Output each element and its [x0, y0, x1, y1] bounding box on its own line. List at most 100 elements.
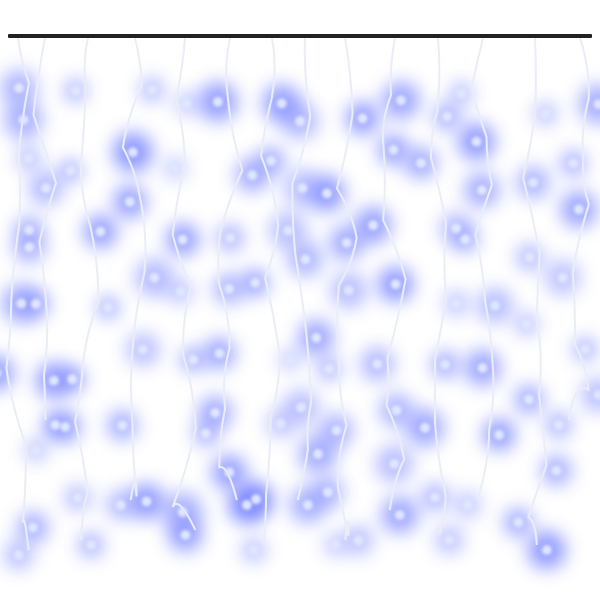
led-bulb — [181, 98, 192, 109]
led-bulb — [442, 111, 453, 122]
led-bulb — [13, 550, 24, 560]
led-bulb — [30, 445, 41, 456]
led-bulb — [214, 348, 225, 359]
led-bulb — [170, 163, 181, 174]
led-bulb — [353, 535, 364, 546]
led-bulb — [124, 196, 135, 207]
led-bulb — [324, 363, 335, 374]
led-bulb — [27, 522, 38, 533]
led-bulb — [147, 84, 158, 95]
led-bulb — [296, 402, 307, 413]
led-bulb — [593, 389, 600, 400]
led-bulb — [368, 220, 379, 231]
led-bulb — [72, 492, 83, 503]
led-bulb — [330, 540, 341, 550]
led-bulb — [60, 421, 71, 432]
led-bulb — [212, 96, 223, 107]
led-bulb — [312, 448, 323, 459]
led-bulb — [295, 116, 306, 127]
strand-wire — [217, 37, 244, 501]
strand-wire — [335, 37, 358, 541]
led-bulb — [302, 500, 313, 510]
led-bulb — [395, 95, 406, 106]
led-bulb — [557, 272, 568, 283]
led-bulb — [540, 108, 551, 119]
led-bulb — [490, 300, 501, 311]
strand-wire — [470, 37, 495, 501]
led-bulb — [13, 83, 24, 94]
led-bulb — [224, 467, 235, 478]
led-bulb — [284, 354, 295, 365]
led-bulb — [390, 279, 401, 290]
led-bulb — [276, 98, 287, 109]
led-bulb — [357, 113, 368, 124]
strand-wire — [381, 37, 407, 511]
led-bulb — [247, 170, 258, 181]
led-bulb — [462, 500, 473, 510]
led-bulb — [70, 85, 81, 96]
led-bulb — [471, 136, 482, 147]
led-bulb — [341, 237, 352, 248]
led-bulb — [573, 204, 584, 215]
led-bulb — [175, 286, 186, 297]
led-bulb — [297, 183, 308, 194]
led-bulb — [95, 226, 106, 237]
led-bulb — [65, 165, 76, 176]
led-bulb — [419, 422, 430, 433]
led-bulb — [541, 545, 552, 555]
led-bulb — [24, 224, 35, 235]
led-bulb — [321, 188, 332, 199]
strand-wire — [5, 37, 30, 551]
strand-wire — [171, 37, 197, 531]
led-bulb — [86, 540, 97, 550]
strand-wire — [522, 37, 548, 546]
led-bulb — [451, 223, 462, 234]
led-bulb — [24, 242, 35, 253]
led-bulb — [117, 420, 128, 431]
led-bulb — [23, 153, 34, 164]
bulbs — [0, 83, 600, 560]
led-bulb — [67, 374, 78, 385]
led-bulb — [476, 185, 487, 196]
led-bulb — [0, 369, 2, 377]
strand-wire — [567, 37, 590, 421]
led-bulb — [41, 183, 52, 194]
led-bulb — [16, 298, 27, 309]
led-bulb — [177, 507, 188, 518]
strand-wire — [32, 37, 58, 421]
led-bulb — [551, 465, 562, 476]
led-bulb — [200, 428, 211, 439]
led-bulb — [331, 425, 342, 436]
led-bulb — [391, 405, 402, 416]
led-bulb — [394, 510, 405, 520]
led-bulb — [248, 545, 259, 555]
led-bulb — [224, 283, 235, 294]
led-bulb — [251, 494, 262, 505]
led-bulb — [456, 88, 467, 99]
led-bulb — [568, 158, 579, 169]
led-bulb — [430, 492, 441, 503]
led-bulb — [266, 155, 277, 166]
led-bulb — [103, 302, 114, 313]
led-bulb — [311, 332, 322, 343]
led-bulb — [250, 277, 261, 288]
led-bulb — [343, 285, 354, 296]
led-bulb — [275, 418, 286, 429]
led-bulb — [388, 144, 399, 155]
led-bulb — [444, 535, 455, 545]
strand-wire — [429, 37, 448, 536]
strand-wire — [121, 37, 147, 501]
led-bulb — [389, 458, 400, 469]
led-bulb — [141, 496, 152, 507]
led-bulb — [50, 420, 61, 430]
led-bulb — [477, 362, 488, 373]
led-bulb — [149, 272, 160, 283]
led-bulb — [521, 319, 532, 330]
led-bulb — [188, 354, 199, 365]
led-bulb — [180, 530, 191, 540]
led-bulb — [494, 429, 505, 440]
strand-wire — [74, 37, 100, 541]
led-bulb — [593, 99, 600, 110]
led-bulb — [460, 234, 471, 245]
